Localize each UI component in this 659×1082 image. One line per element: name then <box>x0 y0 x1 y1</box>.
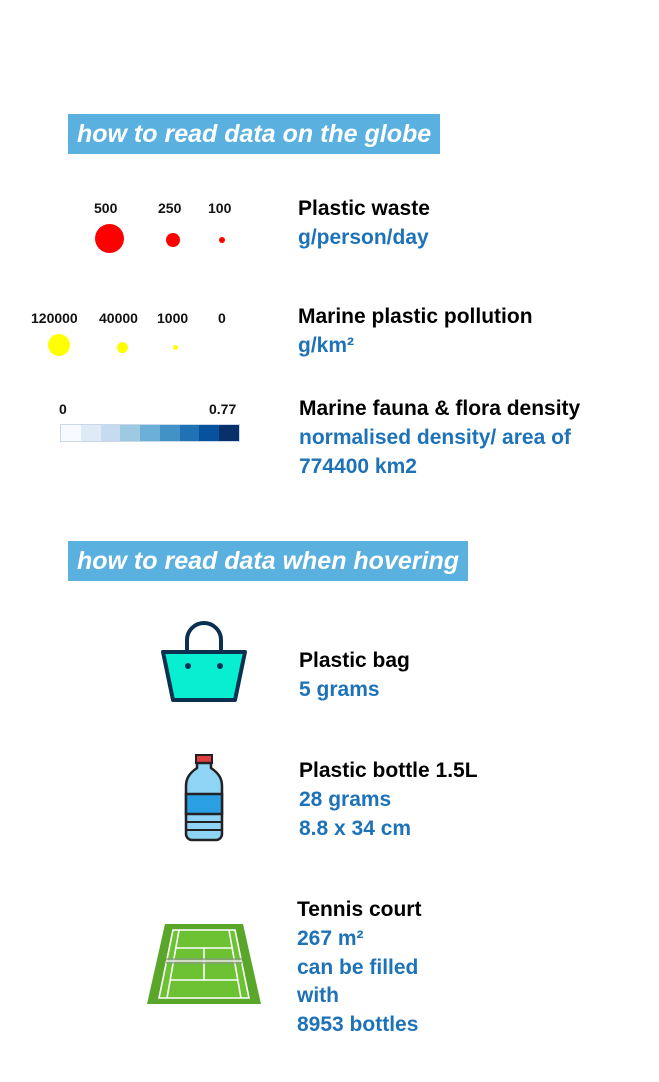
scale-swatch-7 <box>199 425 220 441</box>
tennis-court-title: Tennis court <box>297 898 422 921</box>
legend-value-500: 500 <box>94 200 118 216</box>
plastic-bag-title: Plastic bag <box>299 649 410 672</box>
red-circle-small <box>219 237 225 243</box>
hover-section-heading: how to read data when hovering <box>68 541 468 581</box>
water-bottle-icon <box>184 754 224 842</box>
tennis-court-icon <box>147 924 261 1004</box>
yellow-circle-small <box>173 345 178 350</box>
legend-value-250: 250 <box>158 200 182 216</box>
plastic-bottle-size: 8.8 x 34 cm <box>299 817 412 840</box>
red-circle-large <box>95 224 124 253</box>
plastic-waste-unit: g/person/day <box>298 226 429 249</box>
scale-swatch-4 <box>140 425 160 441</box>
scale-swatch-8 <box>219 425 240 441</box>
tennis-court-text-line1: can be filled <box>297 956 419 979</box>
shopping-bag-icon <box>161 621 247 702</box>
tennis-court-area: 267 m² <box>297 927 364 950</box>
scale-swatch-3 <box>120 425 141 441</box>
scale-max-label: 0.77 <box>209 401 237 417</box>
fauna-flora-unit-line2: 774400 km2 <box>299 455 417 478</box>
marine-pollution-title: Marine plastic pollution <box>298 305 533 328</box>
fauna-flora-title: Marine fauna & flora density <box>299 397 581 420</box>
legend-value-0: 0 <box>218 310 226 326</box>
fauna-flora-unit-line1: normalised density/ area of <box>299 426 571 449</box>
tennis-court-bottles: 8953 bottles <box>297 1013 419 1036</box>
scale-swatch-1 <box>80 425 101 441</box>
yellow-circle-large <box>48 334 70 356</box>
scale-swatch-0 <box>61 425 81 441</box>
density-color-scale <box>60 424 240 442</box>
legend-value-120000: 120000 <box>31 310 78 326</box>
plastic-bottle-title: Plastic bottle 1.5L <box>299 759 478 782</box>
tennis-court-text-line2: with <box>297 984 339 1007</box>
yellow-circle-medium <box>117 342 128 353</box>
legend-value-1000: 1000 <box>157 310 189 326</box>
scale-swatch-2 <box>100 425 121 441</box>
plastic-bag-weight: 5 grams <box>299 678 380 701</box>
plastic-waste-title: Plastic waste <box>298 197 430 220</box>
scale-swatch-5 <box>159 425 180 441</box>
scale-min-label: 0 <box>59 401 67 417</box>
legend-value-40000: 40000 <box>99 310 138 326</box>
marine-pollution-unit: g/km² <box>298 334 355 357</box>
globe-section-heading: how to read data on the globe <box>68 114 441 154</box>
legend-value-100: 100 <box>208 200 232 216</box>
plastic-bottle-weight: 28 grams <box>299 788 392 811</box>
red-circle-medium <box>166 233 180 247</box>
scale-swatch-6 <box>179 425 200 441</box>
